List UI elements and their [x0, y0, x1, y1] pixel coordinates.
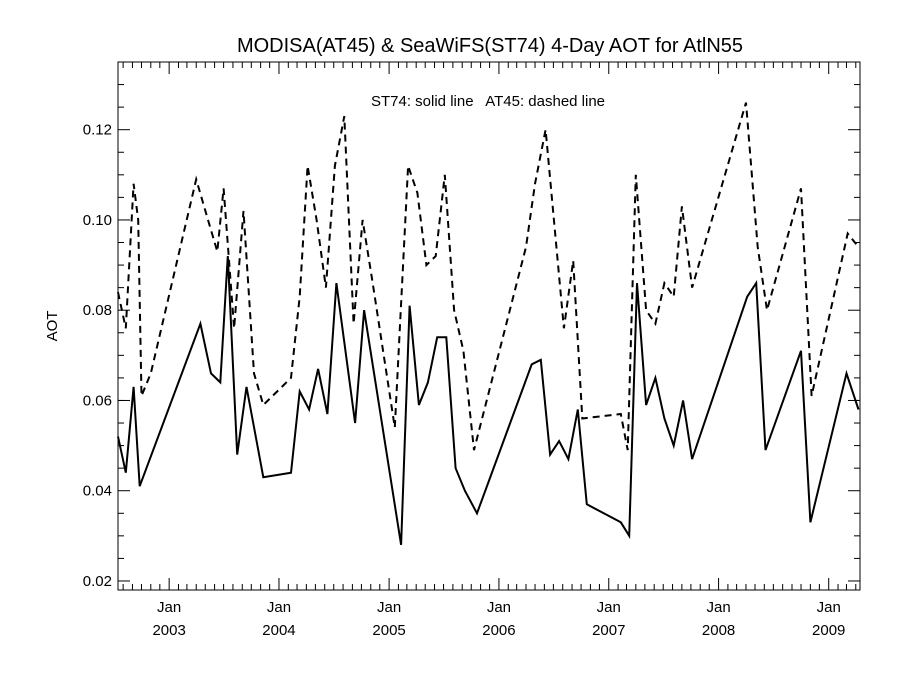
x-tick-label-year: 2009: [812, 622, 845, 639]
x-tick-label-month: Jan: [267, 599, 291, 616]
x-tick-label-month: Jan: [377, 599, 401, 616]
x-tick-label-year: 2003: [152, 622, 185, 639]
series-line-at45: [117, 102, 860, 451]
x-tick-label-year: 2005: [372, 622, 405, 639]
x-tick-label-month: Jan: [706, 599, 730, 616]
x-axis-ticks: Jan 2003 Jan 2004 Jan 2005 Jan 2006 Jan 2007 Jan 20…: [122, 62, 857, 639]
y-axis-ticks: 0.02 0.04 0.06 0.08 0.10 0.12: [83, 61, 860, 590]
y-axis-label: AOT: [44, 311, 61, 342]
x-tick-label-month: Jan: [157, 599, 181, 616]
y-tick-label: 0.12: [83, 122, 112, 139]
chart-title: MODISA(AT45) & SeaWiFS(ST74) 4-Day AOT f…: [237, 35, 743, 57]
plot-frame: [117, 61, 861, 591]
x-tick-label-month: Jan: [817, 599, 841, 616]
x-tick-label-year: 2006: [482, 622, 515, 639]
x-tick-label-year: 2007: [592, 622, 625, 639]
y-tick-label: 0.04: [83, 483, 112, 500]
y-tick-label: 0.10: [83, 212, 112, 229]
x-tick-label-year: 2008: [702, 622, 735, 639]
series-line-st74: [117, 256, 860, 546]
y-tick-label: 0.08: [83, 302, 112, 319]
y-tick-label: 0.06: [83, 392, 112, 409]
x-tick-label-month: Jan: [487, 599, 511, 616]
y-tick-label: 0.02: [83, 573, 112, 590]
series-style-note: ST74: solid line AT45: dashed line: [371, 93, 605, 110]
x-tick-label-year: 2004: [262, 622, 295, 639]
x-tick-label-month: Jan: [597, 599, 621, 616]
series-layer: [117, 102, 860, 546]
